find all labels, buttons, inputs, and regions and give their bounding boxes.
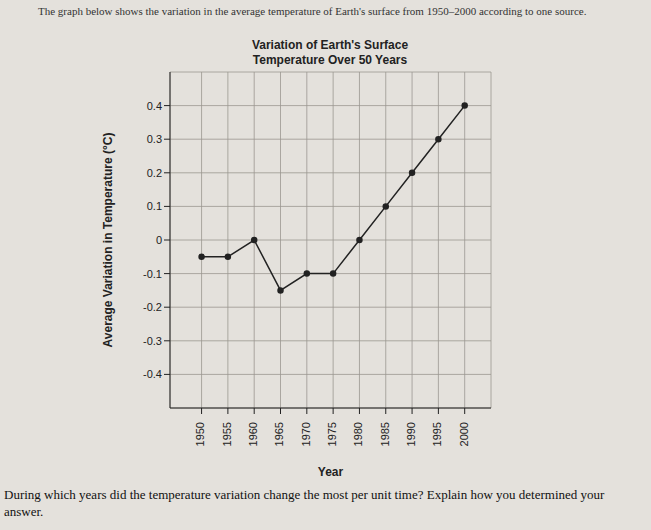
svg-text:1965: 1965	[273, 422, 285, 446]
svg-text:1995: 1995	[431, 422, 443, 446]
svg-text:-0.4: -0.4	[143, 368, 162, 380]
svg-text:0.2: 0.2	[147, 167, 162, 179]
svg-text:-0.2: -0.2	[143, 301, 162, 313]
svg-text:Average Variation in Temperatu: Average Variation in Temperature (°C)	[101, 133, 115, 348]
svg-text:-0.1: -0.1	[143, 268, 162, 280]
svg-text:1980: 1980	[352, 422, 364, 446]
svg-text:2000: 2000	[458, 422, 470, 446]
svg-text:0.4: 0.4	[147, 100, 162, 112]
html-text:During which years did the tem: During which years did the temperature v…	[4, 487, 605, 519]
svg-text:-0.3: -0.3	[143, 335, 162, 347]
svg-text:Year: Year	[318, 465, 344, 478]
html-text:The graph below shows the vari: The graph below shows the variation in t…	[38, 5, 587, 17]
svg-text:1990: 1990	[405, 422, 417, 446]
svg-text:1970: 1970	[300, 422, 312, 446]
svg-text:1950: 1950	[194, 422, 206, 446]
svg-text:0.3: 0.3	[147, 133, 162, 145]
svg-text:1975: 1975	[326, 422, 338, 446]
svg-text:1985: 1985	[379, 422, 391, 446]
svg-text:1960: 1960	[247, 422, 259, 446]
html-text:Variation of Earth's Surface T: Variation of Earth's Surface Temperature…	[251, 38, 409, 67]
svg-text:1955: 1955	[221, 422, 233, 446]
svg-text:0: 0	[156, 234, 162, 246]
svg-text:0.1: 0.1	[147, 200, 162, 212]
